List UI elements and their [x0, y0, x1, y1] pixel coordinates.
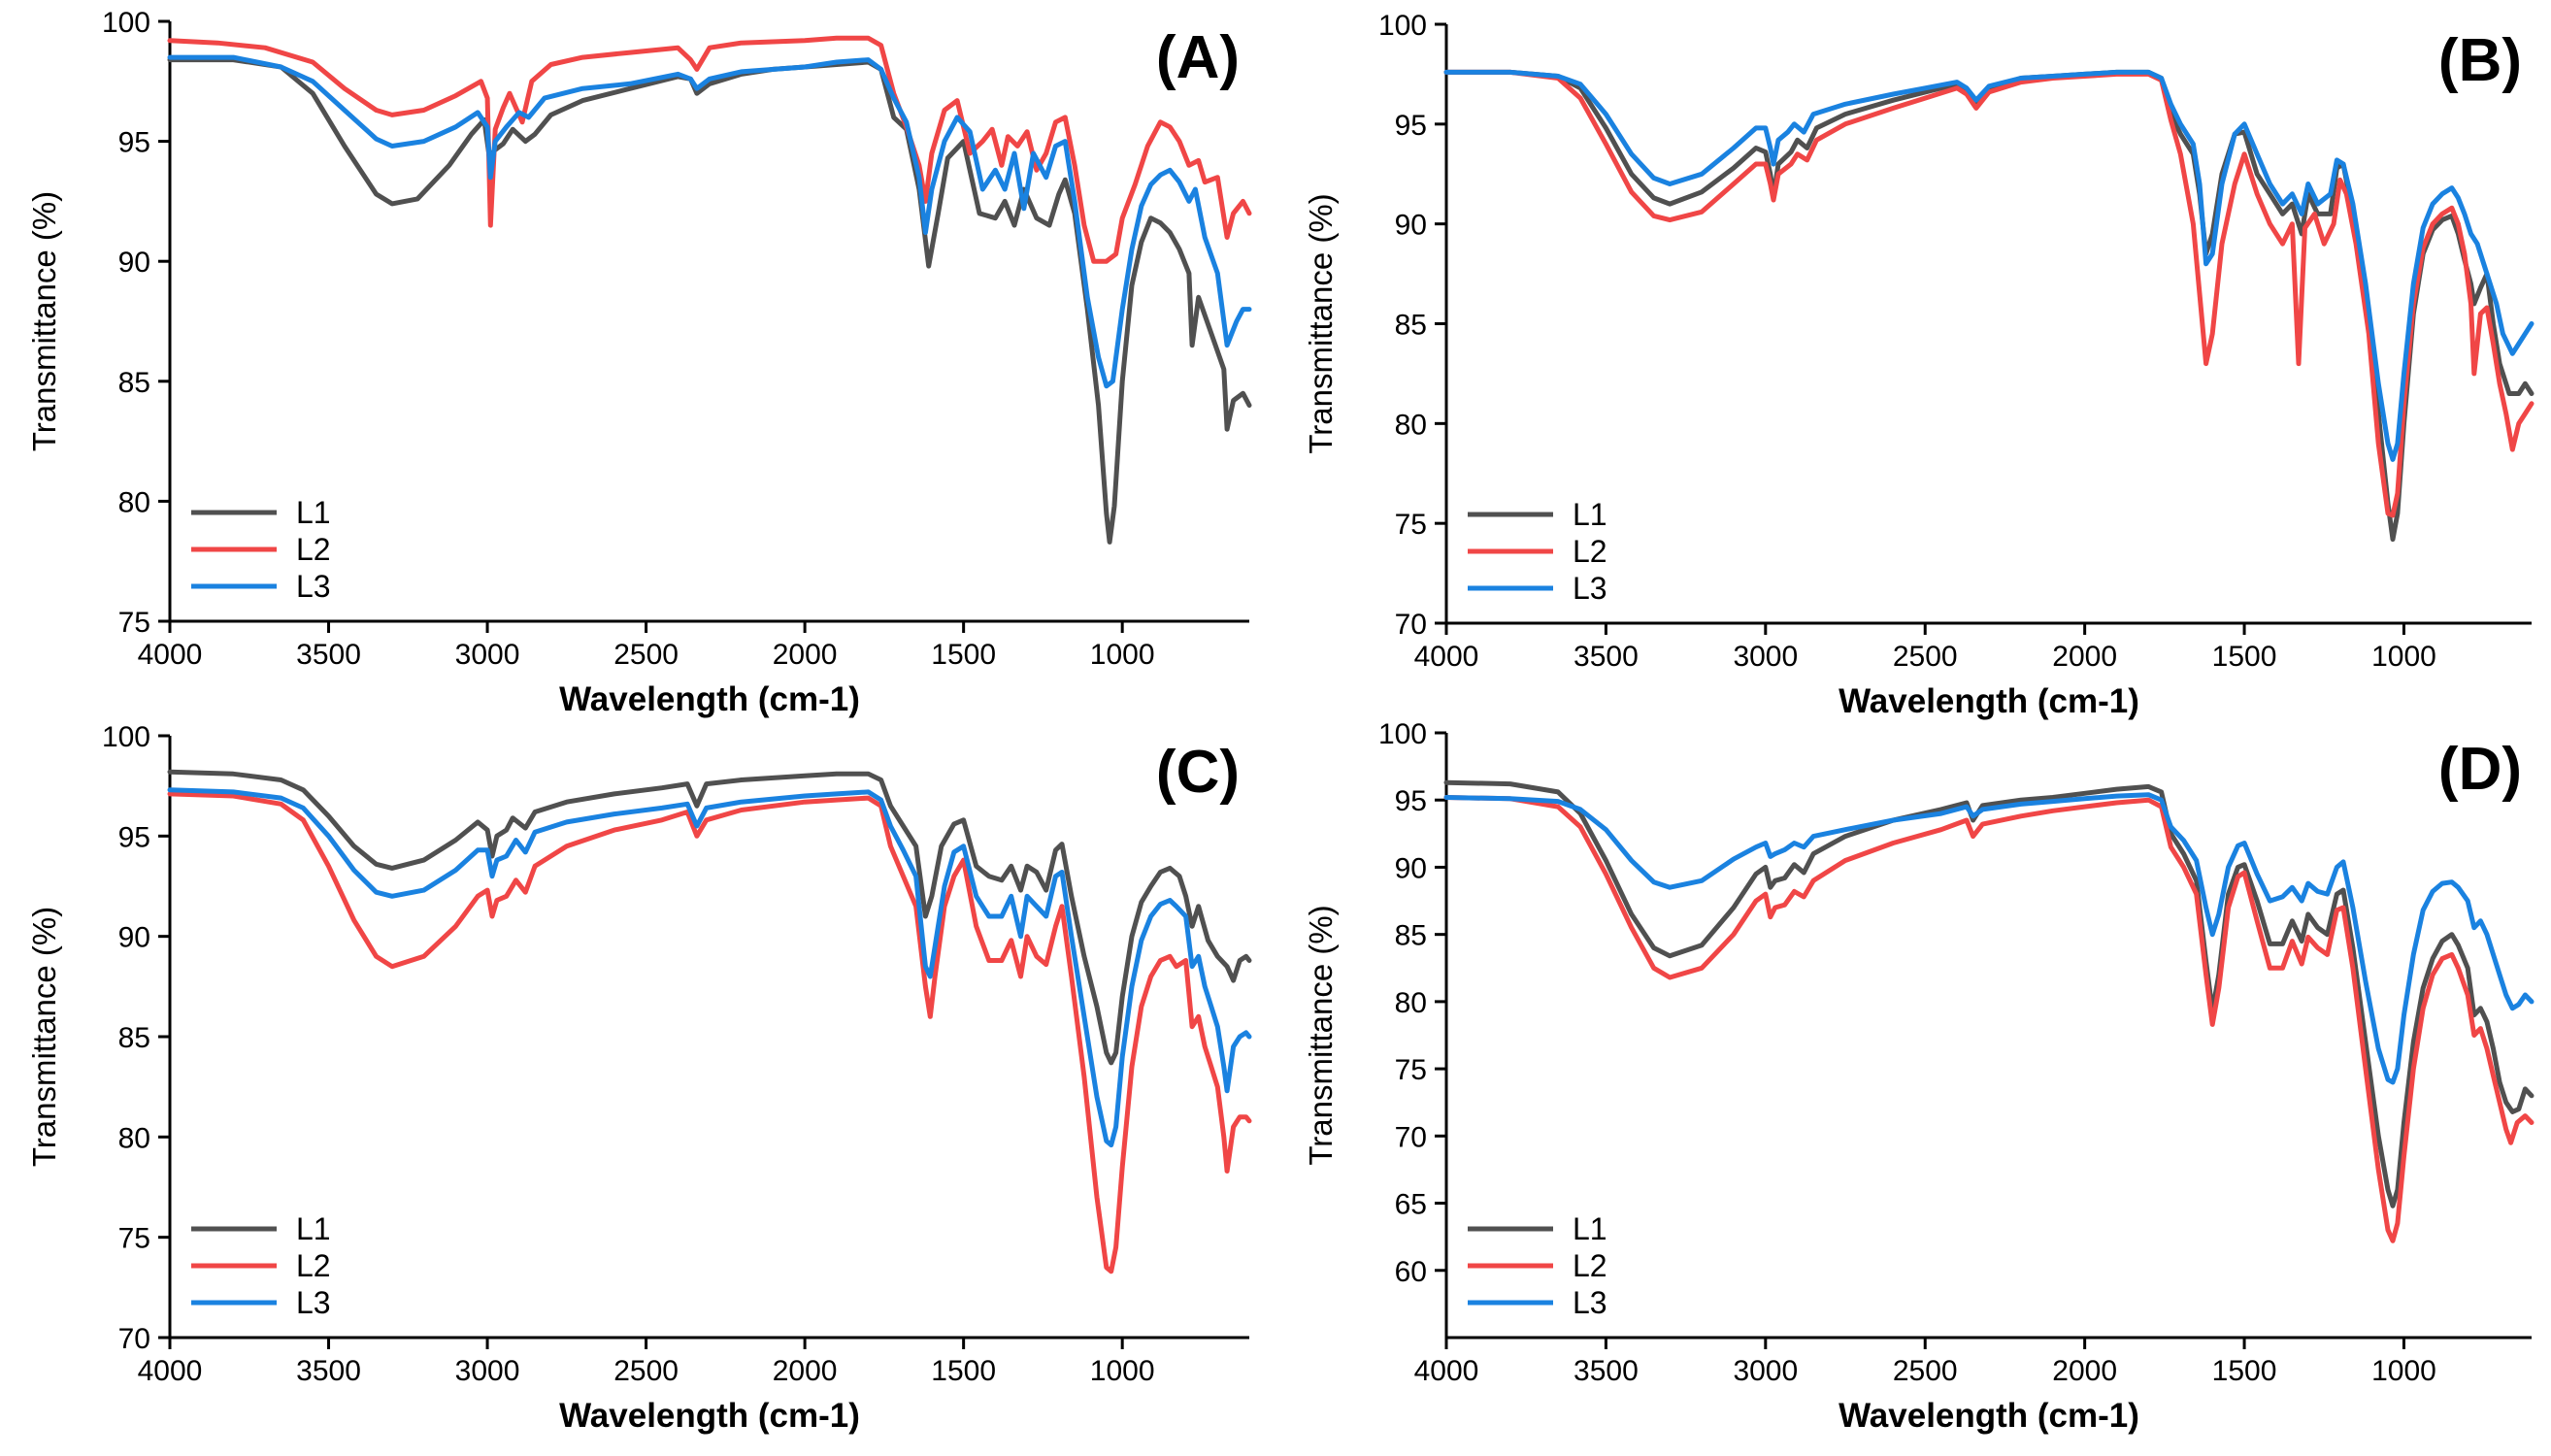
panel-c-y-tick-label: 100: [102, 721, 150, 753]
panel-b-series-l3: [1443, 69, 2534, 462]
panel-d-x-tick-label: 2500: [1893, 1355, 1958, 1387]
panel-c-x-tick-label: 2500: [613, 1355, 679, 1387]
panel-d: 4000 3500 3000 2500 2000 1500 1000 60 65 70 75 80 85…: [1303, 718, 2534, 1435]
panel-d-y-tick-label: 65: [1395, 1189, 1427, 1221]
panel-b-x-tick-label: 3000: [1733, 641, 1798, 673]
panel-c-y-tick-label: 70: [118, 1323, 150, 1355]
panel-d-x-tick-label: 3000: [1733, 1355, 1798, 1387]
panel-a-label: (A): [1156, 24, 1240, 91]
panel-a-y-tick-label: 80: [118, 486, 150, 518]
panel-b-series-l2: [1443, 69, 2534, 518]
panel-a-y-tick-label: 100: [102, 7, 150, 39]
panel-c-y-tick-label: 85: [118, 1022, 150, 1054]
panel-b-label: (B): [2438, 27, 2522, 94]
panel-a: 4000 3500 3000 2500 2000 1500 1000 75 80 85 90 95 10…: [26, 7, 1252, 718]
panel-c-y-axis-title: Transmittance (%): [26, 907, 62, 1167]
panel-c-series-l3: [167, 787, 1252, 1148]
panel-c-y-tick-label: 95: [118, 821, 150, 853]
panel-d-x-tick-label: 3500: [1574, 1355, 1639, 1387]
panel-b-y-tick-label: 95: [1395, 110, 1427, 142]
panel-c-x-tick-label: 3000: [455, 1355, 520, 1387]
panel-a-x-tick-label: 2500: [613, 639, 679, 671]
panel-b-y-axis-title: Transmittance (%): [1303, 193, 1339, 453]
panel-a-legend-label-l1: L1: [296, 495, 331, 530]
panel-d-legend-label-l1: L1: [1573, 1211, 1607, 1246]
panel-b-x-tick-label: 4000: [1414, 641, 1479, 673]
panel-b-x-tick-label: 2000: [2052, 641, 2117, 673]
panel-c-label: (C): [1156, 739, 1240, 806]
panel-d-y-tick-label: 60: [1395, 1256, 1427, 1288]
panel-b-y-tick-label: 70: [1395, 609, 1427, 641]
panel-a-y-tick-label: 85: [118, 367, 150, 399]
panel-d-y-tick-label: 70: [1395, 1121, 1427, 1153]
panel-d-x-tick-label: 1000: [2371, 1355, 2436, 1387]
panel-d-y-tick-label: 80: [1395, 987, 1427, 1019]
panel-b-x-axis-title: Wavelength (cm-1): [1839, 682, 2139, 720]
panel-b: 4000 3500 3000 2500 2000 1500 1000 70 75 80 85 90 95…: [1303, 10, 2534, 720]
panel-b-y-tick-label: 100: [1378, 10, 1427, 42]
panel-c-x-tick-label: 1000: [1090, 1355, 1155, 1387]
panel-c-legend-label-l3: L3: [296, 1285, 331, 1320]
panel-b-x-tick-label: 1500: [2212, 641, 2277, 673]
panel-d-series-l2: [1443, 795, 2534, 1243]
panel-a-x-tick-label: 2000: [773, 639, 838, 671]
panel-d-legend-label-l2: L2: [1573, 1248, 1607, 1283]
panel-c-x-tick-label: 3500: [296, 1355, 361, 1387]
panel-a-x-tick-label: 1500: [931, 639, 996, 671]
panel-d-y-tick-label: 100: [1378, 718, 1427, 750]
panel-b-legend-label-l3: L3: [1573, 571, 1607, 606]
panel-c-y-tick-label: 80: [118, 1122, 150, 1154]
panel-b-x-tick-label: 3500: [1574, 641, 1639, 673]
panel-d-y-tick-label: 75: [1395, 1054, 1427, 1086]
panel-b-x-tick-label: 2500: [1893, 641, 1958, 673]
panel-c-legend-label-l1: L1: [296, 1211, 331, 1246]
panel-a-x-tick-label: 4000: [138, 639, 203, 671]
panel-c-x-tick-label: 2000: [773, 1355, 838, 1387]
panel-c-x-axis-title: Wavelength (cm-1): [559, 1397, 860, 1435]
panel-d-legend-label-l3: L3: [1573, 1285, 1607, 1320]
panel-b-legend-label-l1: L1: [1573, 497, 1607, 532]
panel-c-y-tick-label: 90: [118, 922, 150, 954]
panel-d-x-tick-label: 4000: [1414, 1355, 1479, 1387]
panel-a-x-tick-label: 3000: [455, 639, 520, 671]
panel-a-y-tick-label: 90: [118, 247, 150, 279]
panel-d-y-tick-label: 90: [1395, 852, 1427, 884]
panel-d-x-axis-title: Wavelength (cm-1): [1839, 1397, 2139, 1435]
panel-b-y-tick-label: 90: [1395, 210, 1427, 242]
panel-a-series-l3: [167, 54, 1252, 389]
panel-b-x-tick-label: 1000: [2371, 641, 2436, 673]
panel-d-x-tick-label: 1500: [2212, 1355, 2277, 1387]
panel-c-y-tick-label: 75: [118, 1223, 150, 1255]
panel-d-y-tick-label: 95: [1395, 785, 1427, 817]
panel-d-series-l1: [1443, 779, 2534, 1208]
panel-d-y-axis-title: Transmittance (%): [1303, 905, 1339, 1165]
panel-b-y-tick-label: 75: [1395, 509, 1427, 541]
panel-d-x-tick-label: 2000: [2052, 1355, 2117, 1387]
panel-d-label: (D): [2438, 736, 2522, 803]
panel-d-series-l3: [1443, 792, 2534, 1085]
panel-b-y-tick-label: 80: [1395, 409, 1427, 441]
panel-a-y-axis-title: Transmittance (%): [26, 191, 62, 451]
panel-a-x-tick-label: 3500: [296, 639, 361, 671]
panel-c-x-tick-label: 1500: [931, 1355, 996, 1387]
panel-c-series-l2: [167, 791, 1252, 1274]
panel-d-y-tick-label: 85: [1395, 920, 1427, 952]
panel-c-legend-label-l2: L2: [296, 1248, 331, 1283]
panel-a-series-l2: [167, 35, 1252, 264]
panel-a-y-tick-label: 75: [118, 607, 150, 639]
panel-a-legend-label-l2: L2: [296, 532, 331, 567]
panel-a-x-axis-title: Wavelength (cm-1): [559, 680, 860, 718]
panel-a-legend-label-l3: L3: [296, 569, 331, 604]
panel-c: 4000 3500 3000 2500 2000 1500 1000 70 75 80 85 90 95…: [26, 721, 1252, 1435]
panel-c-series-l1: [167, 769, 1252, 1066]
panel-a-y-tick-label: 95: [118, 127, 150, 159]
panel-b-y-tick-label: 85: [1395, 310, 1427, 342]
panel-b-legend-label-l2: L2: [1573, 534, 1607, 569]
panel-a-x-tick-label: 1000: [1090, 639, 1155, 671]
panel-c-x-tick-label: 4000: [138, 1355, 203, 1387]
